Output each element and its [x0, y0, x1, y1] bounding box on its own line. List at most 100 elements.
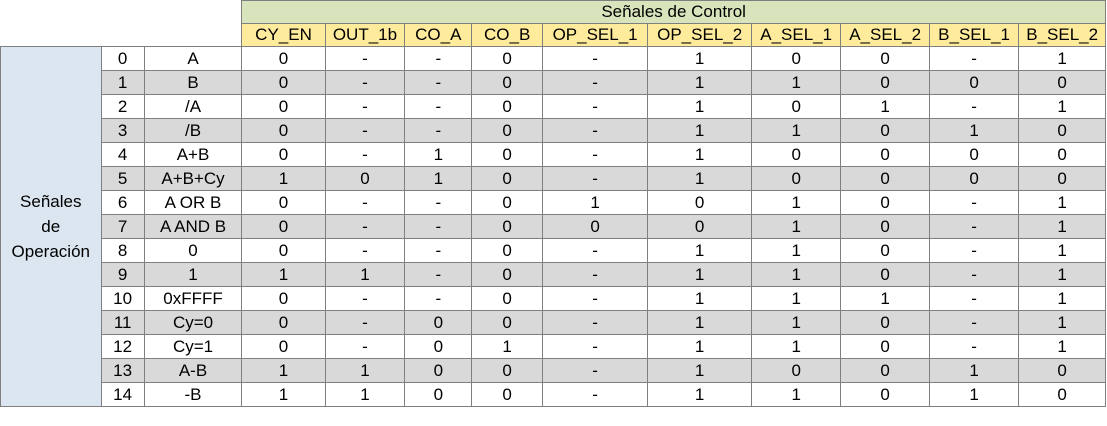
signal-value-cell: 0: [241, 142, 326, 167]
signal-value-cell: 1: [840, 94, 930, 119]
corner-blank-cell: [0, 0, 243, 47]
signal-value-cell: 0: [1018, 166, 1106, 191]
row-number-cell: 3: [100, 118, 145, 143]
signal-value-cell: 1: [840, 286, 930, 311]
signal-value-cell: 0: [241, 238, 326, 263]
column-header-op-sel-1: OP_SEL_1: [541, 23, 649, 47]
signal-value-cell: 1: [750, 190, 842, 215]
column-header-b-sel-1: B_SEL_1: [928, 23, 1020, 47]
operation-cell: A OR B: [143, 190, 243, 215]
signal-value-cell: -: [324, 310, 406, 335]
signal-value-cell: 1: [241, 358, 326, 383]
signal-value-cell: 1: [928, 358, 1020, 383]
signal-value-cell: -: [928, 238, 1020, 263]
signal-value-cell: 0: [541, 214, 649, 239]
signal-value-cell: 1: [1018, 94, 1106, 119]
signal-value-cell: 1: [647, 334, 752, 359]
signal-value-cell: 0: [840, 142, 930, 167]
signal-value-cell: -: [541, 46, 649, 71]
row-number-cell: 0: [100, 46, 145, 71]
signal-value-cell: 1: [647, 166, 752, 191]
column-header-cy-en: CY_EN: [241, 23, 326, 47]
signal-value-cell: 1: [1018, 334, 1106, 359]
signal-value-cell: 0: [241, 310, 326, 335]
signal-value-cell: 0: [840, 358, 930, 383]
row-group-label-line1: Señales: [20, 192, 82, 211]
signal-value-cell: 1: [647, 118, 752, 143]
signal-value-cell: 0: [750, 358, 842, 383]
signal-value-cell: 1: [241, 382, 326, 407]
signal-value-cell: 0: [1018, 382, 1106, 407]
signal-value-cell: 1: [324, 358, 406, 383]
column-header-out-1b: OUT_1b: [324, 23, 406, 47]
signal-value-cell: 0: [324, 166, 406, 191]
signal-value-cell: 1: [324, 382, 406, 407]
signal-value-cell: -: [404, 238, 473, 263]
table-row: Señales de Operación 0 A 0- -0-1 0 0-1: [0, 46, 1106, 407]
signal-value-cell: 1: [241, 166, 326, 191]
table-row: 2/A 0- -0-1 0 1-1: [1, 94, 1106, 119]
signal-value-cell: -: [928, 310, 1020, 335]
signal-value-cell: -: [541, 358, 649, 383]
signal-value-cell: 1: [647, 358, 752, 383]
signal-value-cell: -: [928, 46, 1020, 71]
signal-value-cell: -: [404, 94, 473, 119]
signal-value-cell: 1: [647, 46, 752, 71]
operation-cell: 0: [143, 238, 243, 263]
signal-value-cell: 1: [471, 334, 543, 359]
signal-value-cell: 1: [1018, 214, 1106, 239]
signal-value-cell: -: [928, 190, 1020, 215]
operation-cell: /A: [143, 94, 243, 119]
signal-value-cell: 0: [471, 166, 543, 191]
table-row: 12 Cy=1 0-0 1-1 1 0-1: [1, 334, 1106, 359]
operation-cell: A+B: [143, 142, 243, 167]
signal-value-cell: 0: [241, 286, 326, 311]
row-number-cell: 12: [100, 334, 145, 359]
row-group-label-line2: de: [41, 217, 61, 236]
signal-value-cell: -: [928, 286, 1020, 311]
operation-cell: Cy=1: [143, 334, 243, 359]
signal-value-cell: 0: [750, 142, 842, 167]
signal-value-cell: 1: [1018, 46, 1106, 71]
row-number-cell: 14: [100, 382, 145, 407]
signal-value-cell: -: [404, 118, 473, 143]
signal-value-cell: 0: [471, 382, 543, 407]
signal-value-cell: 0: [241, 190, 326, 215]
table-row: 10 0xFFFF 0- -0-1 1 1-1: [1, 286, 1106, 311]
table-row: 14 -B 1 1 0 0-1 1 0 1 0: [1, 382, 1106, 407]
signal-value-cell: 1: [750, 334, 842, 359]
signal-value-cell: 0: [471, 358, 543, 383]
signal-value-cell: 0: [1018, 142, 1106, 167]
signal-value-cell: 1: [1018, 262, 1106, 287]
signal-value-cell: 0: [471, 286, 543, 311]
signal-value-cell: -: [541, 334, 649, 359]
row-number-cell: 8: [100, 238, 145, 263]
signal-value-cell: 1: [928, 118, 1020, 143]
signal-value-cell: 0: [840, 166, 930, 191]
signal-value-cell: 1: [404, 166, 473, 191]
signal-value-cell: 1: [647, 286, 752, 311]
signal-value-cell: 0: [404, 358, 473, 383]
signal-value-cell: -: [324, 118, 406, 143]
signal-value-cell: 0: [928, 142, 1020, 167]
signal-value-cell: 0: [241, 46, 326, 71]
signal-value-cell: -: [324, 142, 406, 167]
signal-value-cell: -: [928, 262, 1020, 287]
signal-value-cell: -: [541, 286, 649, 311]
operation-cell: A: [143, 46, 243, 71]
signal-value-cell: -: [404, 190, 473, 215]
column-header-row: CY_EN OUT_1b CO_A CO_B OP_SEL_1 OP_SEL_2 A_SEL…: [1, 23, 1106, 47]
signal-value-cell: 0: [471, 70, 543, 95]
signal-value-cell: -: [404, 262, 473, 287]
signal-value-cell: -: [404, 70, 473, 95]
signal-value-cell: -: [404, 286, 473, 311]
signal-value-cell: -: [928, 334, 1020, 359]
signal-value-cell: 0: [471, 190, 543, 215]
signal-value-cell: 0: [471, 310, 543, 335]
signal-value-cell: -: [324, 46, 406, 71]
table-row: 5 A+B+Cy 1 0 1 0-1 0 0 0 0: [1, 166, 1106, 191]
signal-value-cell: 1: [241, 262, 326, 287]
control-signals-title: Señales de Control: [241, 0, 1106, 24]
signal-value-cell: 1: [750, 286, 842, 311]
